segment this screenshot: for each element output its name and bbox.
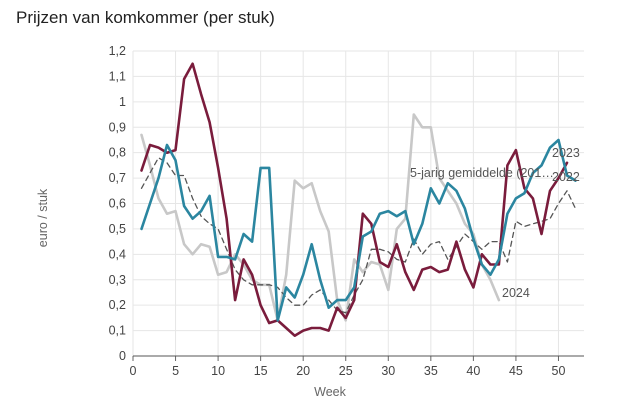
y-tick-label: 0,5 (109, 222, 126, 236)
y-tick-label: 1 (119, 95, 126, 109)
axes: 0 0,1 0,2 0,3 0,4 0,5 0,6 0,7 0,8 0,9 1 1,1 1,2 0 5 10 1… (109, 44, 584, 378)
series-label: 2024 (502, 286, 530, 300)
x-tick-label: 10 (211, 364, 225, 378)
y-tick-label: 0 (119, 349, 126, 363)
x-tick-label: 0 (130, 364, 137, 378)
x-tick-label: 25 (339, 364, 353, 378)
series-label: 5-jarig gemiddelde (201… (410, 166, 554, 180)
chart-title: Prijzen van komkommer (per stuk) (16, 8, 275, 27)
y-tick-label: 0,1 (109, 324, 126, 338)
x-tick-label: 40 (466, 364, 480, 378)
y-tick-label: 1,1 (109, 69, 126, 83)
x-tick-label: 50 (552, 364, 566, 378)
y-tick-label: 0,8 (109, 146, 126, 160)
series-line-2022 (140, 138, 577, 322)
series-label: 2023 (552, 146, 580, 160)
x-tick-label: 20 (296, 364, 310, 378)
x-tick-label: 30 (381, 364, 395, 378)
y-axis-label: euro / stuk (36, 188, 50, 247)
y-tick-label: 0,9 (109, 120, 126, 134)
x-tick-label: 15 (254, 364, 268, 378)
series-line-2024 (140, 113, 501, 322)
y-tick-label: 0,2 (109, 298, 126, 312)
series-label: 2022 (552, 170, 580, 184)
y-tick-label: 0,4 (109, 247, 126, 261)
x-tick-label: 35 (424, 364, 438, 378)
y-tick-label: 0,3 (109, 273, 126, 287)
x-tick-label: 45 (509, 364, 523, 378)
x-axis-label: Week (314, 385, 346, 399)
y-tick-label: 0,7 (109, 171, 126, 185)
y-tick-label: 0,6 (109, 197, 126, 211)
y-tick-label: 1,2 (109, 44, 126, 58)
x-tick-label: 5 (172, 364, 179, 378)
series-lines (140, 62, 577, 338)
series-labels: 2024 5-jarig gemiddelde (201… 2023 2022 (410, 146, 580, 300)
